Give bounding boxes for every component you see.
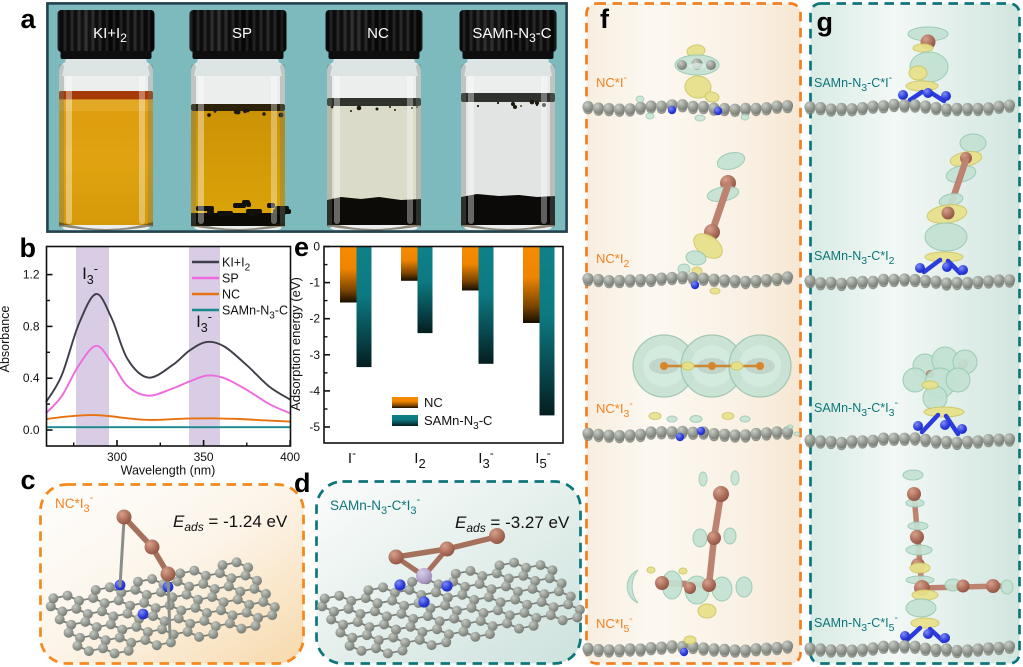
svg-text:SAMn-N3-C*I5-: SAMn-N3-C*I5- <box>814 612 898 634</box>
svg-text:SAMn-N3-C*I3-: SAMn-N3-C*I3- <box>814 397 898 419</box>
svg-text:Wavelength (nm): Wavelength (nm) <box>121 464 216 478</box>
svg-text:SP: SP <box>232 25 252 42</box>
svg-text:1.2: 1.2 <box>23 268 40 282</box>
svg-text:0.8: 0.8 <box>23 319 40 333</box>
svg-text:-4: -4 <box>309 384 320 398</box>
svg-text:-5: -5 <box>309 420 320 434</box>
svg-text:Eads = -3.27 eV: Eads = -3.27 eV <box>455 513 570 535</box>
svg-text:KI+I2: KI+I2 <box>93 25 127 45</box>
svg-text:Adsorption energy (eV): Adsorption energy (eV) <box>288 277 303 411</box>
svg-text:SAMn-N3-C: SAMn-N3-C <box>222 304 288 322</box>
svg-text:SAMn-N3-C*I3-: SAMn-N3-C*I3- <box>330 494 421 517</box>
svg-text:NC: NC <box>367 25 389 42</box>
svg-text:I3-: I3- <box>478 446 493 471</box>
svg-text:400: 400 <box>280 450 300 464</box>
svg-text:SAMn-N3-C: SAMn-N3-C <box>424 413 492 432</box>
svg-text:0: 0 <box>313 240 320 254</box>
svg-text:-2: -2 <box>309 312 320 326</box>
svg-text:SP: SP <box>222 272 239 286</box>
svg-text:NC: NC <box>222 288 240 302</box>
svg-text:I5-: I5- <box>535 446 550 471</box>
svg-text:350: 350 <box>194 450 214 464</box>
svg-text:I2: I2 <box>414 450 425 471</box>
svg-text:I-: I- <box>348 446 356 467</box>
svg-text:-1: -1 <box>309 276 320 290</box>
svg-text:KI+I2: KI+I2 <box>222 256 251 274</box>
svg-text:0.4: 0.4 <box>23 371 40 385</box>
svg-text:SAMn-N3-C*I2: SAMn-N3-C*I2 <box>814 249 895 267</box>
svg-text:Eads = -1.24 eV: Eads = -1.24 eV <box>173 512 288 534</box>
svg-text:NC: NC <box>424 395 443 410</box>
svg-text:NC*I2: NC*I2 <box>596 251 629 270</box>
svg-text:300: 300 <box>107 450 127 464</box>
svg-text:SAMn-N3-C*I-: SAMn-N3-C*I- <box>814 72 893 94</box>
svg-text:0.0: 0.0 <box>23 423 40 437</box>
svg-text:Absorbance: Absorbance <box>0 306 12 373</box>
svg-text:-3: -3 <box>309 348 320 362</box>
svg-text:NC*I-: NC*I- <box>596 72 627 90</box>
